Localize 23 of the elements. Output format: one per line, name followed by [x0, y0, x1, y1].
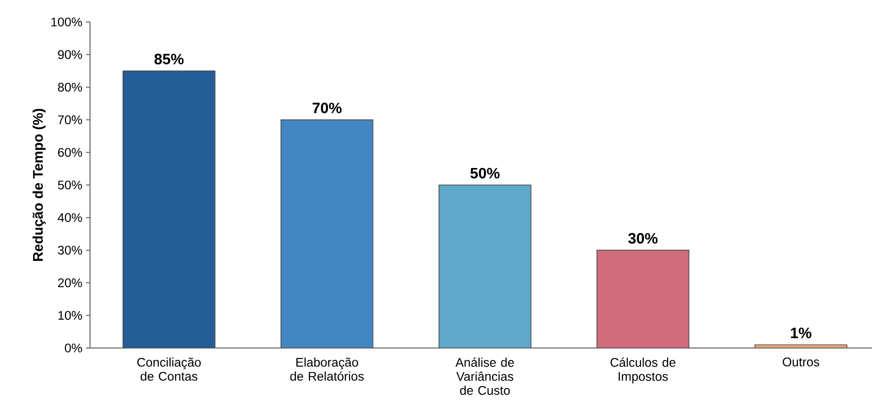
x-tick-label: Análise de Variâncias de Custo [455, 358, 514, 395]
data-label: 50% [470, 168, 500, 178]
y-tick-label: 10% [58, 310, 82, 320]
y-tick-label: 0% [64, 344, 82, 352]
x-tick-label: Elaboração de Relatórios [290, 358, 364, 381]
y-tick-label: 30% [58, 246, 82, 255]
x-tick-label: Outros [782, 358, 820, 366]
data-label: 1% [791, 328, 812, 338]
x-tick-label: Cálculos de Impostos [610, 358, 676, 384]
y-tick-label: 20% [58, 278, 82, 288]
data-label: 30% [628, 233, 658, 244]
y-tick-label: 40% [58, 213, 82, 222]
data-label: 70% [312, 102, 342, 114]
y-tick-label: 80% [58, 82, 82, 92]
y-axis-title: Redução de Tempo (%) [32, 108, 46, 261]
y-tick-label: 60% [58, 148, 82, 157]
y-tick-label: 70% [58, 115, 82, 124]
y-tick-label: 50% [58, 180, 82, 190]
y-tick-label: 90% [58, 50, 82, 60]
data-label: 85% [154, 54, 184, 64]
bar [122, 70, 216, 348]
y-tick-label: 100% [51, 18, 82, 26]
x-tick-label: Conciliação de Contas [137, 358, 201, 381]
